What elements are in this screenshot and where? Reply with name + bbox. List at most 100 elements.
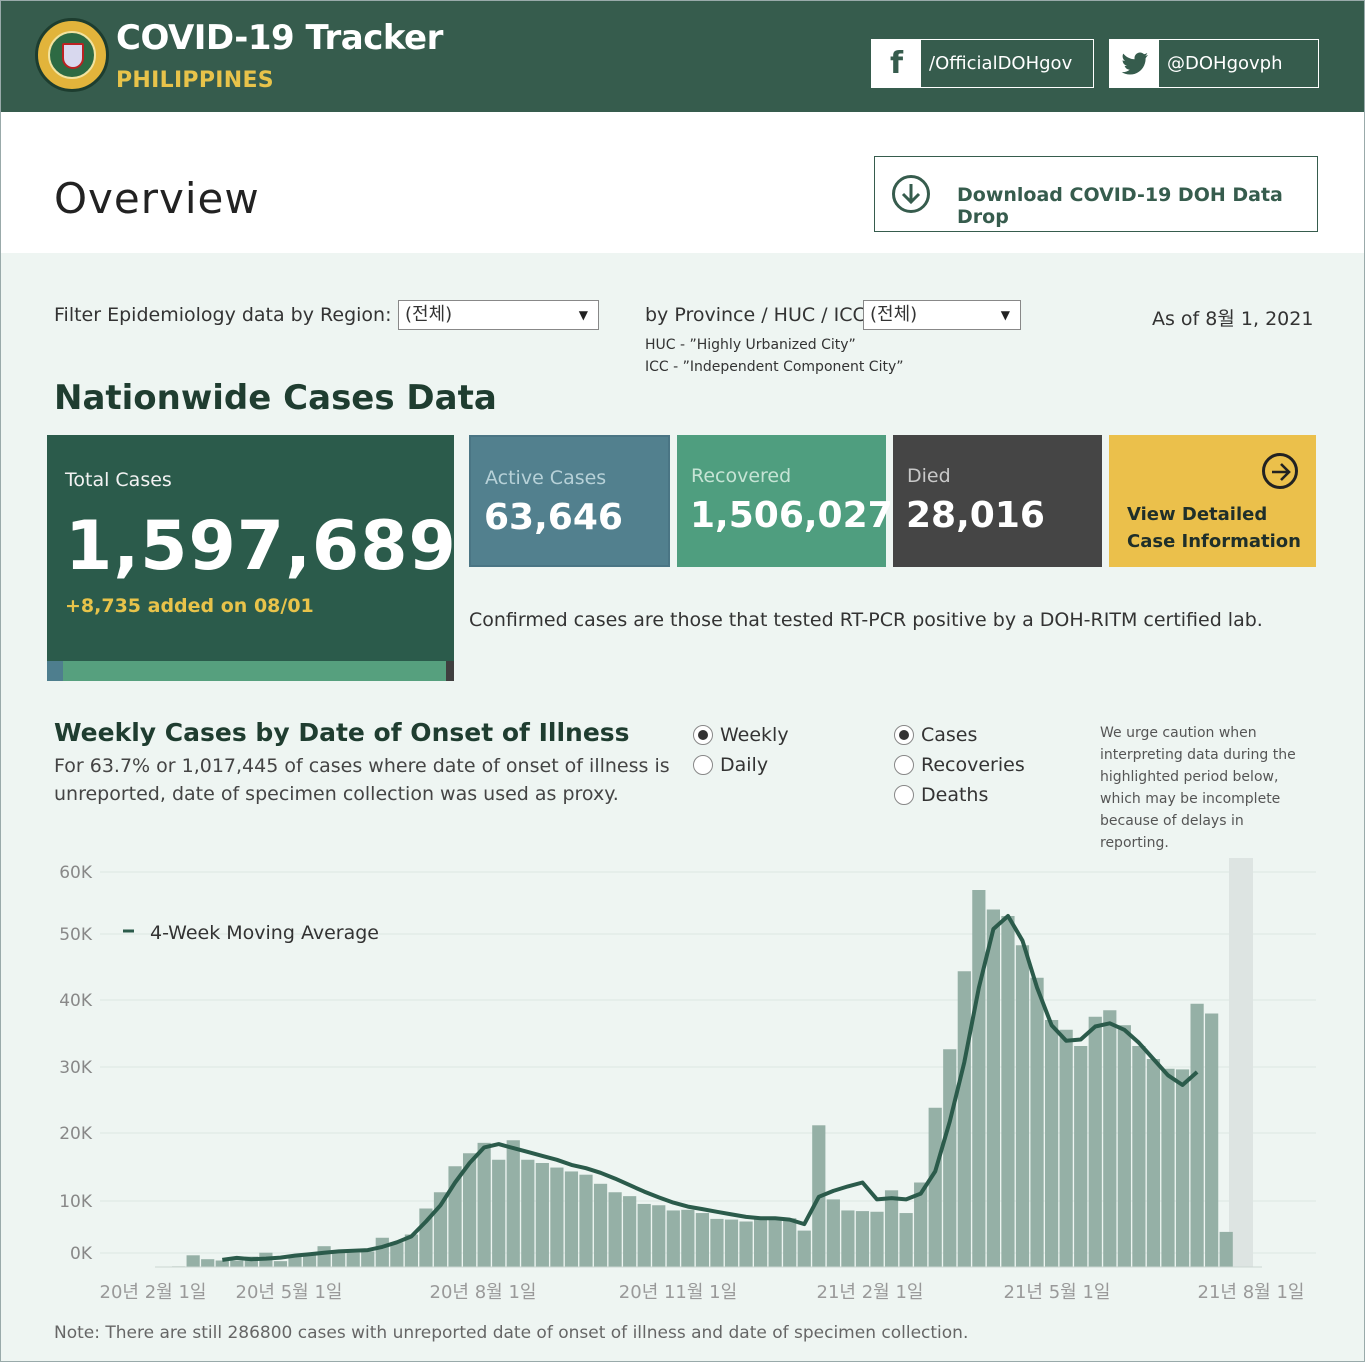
page-title: Overview xyxy=(54,174,260,223)
weekly-chart-title: Weekly Cases by Date of Onset of Illness xyxy=(54,718,630,747)
bar xyxy=(535,1163,549,1267)
recovered-value: 1,506,027 xyxy=(690,495,893,536)
bar xyxy=(1190,1003,1204,1267)
region-select[interactable]: (전체) ▼ xyxy=(398,300,599,330)
x-tick-label: 20년 11월 1일 xyxy=(619,1282,737,1303)
radio-dot xyxy=(894,725,914,745)
caution-note: We urge caution when interpreting data d… xyxy=(1100,725,1296,851)
bar xyxy=(230,1260,244,1267)
chevron-down-icon: ▼ xyxy=(1000,308,1010,322)
bar xyxy=(928,1107,942,1267)
bar xyxy=(899,1213,913,1267)
bar xyxy=(957,971,971,1267)
facebook-link[interactable]: f /OfficialDOHgov xyxy=(871,39,1094,88)
bar xyxy=(637,1203,651,1267)
bar xyxy=(666,1210,680,1267)
province-filter-label: by Province / HUC / ICC: xyxy=(645,304,873,326)
radio-label: Cases xyxy=(921,724,978,746)
confirmed-note: Confirmed cases are those that tested RT… xyxy=(469,609,1263,631)
bar xyxy=(754,1218,768,1267)
moving-average-line xyxy=(222,914,1199,1262)
y-tick-label: 20K xyxy=(59,1124,93,1144)
died-share-stripe xyxy=(446,661,454,681)
bar xyxy=(986,909,1000,1267)
icc-note: ICC - ”Independent Component City” xyxy=(645,359,904,375)
x-tick-label: 20년 5월 1일 xyxy=(236,1282,343,1303)
weekly-cases-chart: 60K 50K 40K 30K 20K 10K 0K 20년 2월 1일 20년 5월 1일 20… xyxy=(59,858,1316,1303)
bar xyxy=(768,1219,782,1267)
region-filter-label: Filter Epidemiology data by Region: xyxy=(54,304,392,326)
bar xyxy=(1030,977,1044,1267)
bar xyxy=(506,1140,520,1267)
bar xyxy=(404,1234,418,1267)
bar xyxy=(797,1230,811,1267)
bar xyxy=(1146,1059,1161,1267)
radio-deaths[interactable]: Deaths xyxy=(894,784,988,806)
region-select-value: (전체) xyxy=(405,304,453,325)
incomplete-period-highlight xyxy=(1229,858,1253,1267)
died-card: Died 28,016 xyxy=(893,435,1102,567)
y-tick-label: 10K xyxy=(59,1192,93,1212)
unreported-cases-note: Note: There are still 286800 cases with … xyxy=(54,1323,969,1343)
died-label: Died xyxy=(907,465,951,487)
bar xyxy=(972,890,986,1267)
province-select[interactable]: (전체) ▼ xyxy=(863,300,1021,330)
bar xyxy=(1074,1046,1088,1267)
bar xyxy=(1088,1016,1102,1267)
bar xyxy=(1219,1231,1233,1267)
province-select-value: (전체) xyxy=(870,304,918,325)
bar xyxy=(302,1254,317,1267)
app-title: COVID-19 Tracker xyxy=(116,18,443,58)
app-subtitle: PHILIPPINES xyxy=(116,68,274,93)
overview-band: Overview Download COVID-19 DOH Data Drop xyxy=(0,112,1365,253)
radio-daily[interactable]: Daily xyxy=(693,754,768,776)
bar xyxy=(1045,1020,1059,1267)
bar xyxy=(870,1211,884,1267)
bar xyxy=(550,1167,564,1267)
radio-cases[interactable]: Cases xyxy=(894,724,977,746)
radio-dot xyxy=(693,755,713,775)
bar xyxy=(710,1218,724,1267)
active-cases-card: Active Cases 63,646 xyxy=(469,435,670,567)
bar xyxy=(346,1252,360,1267)
doh-seal-logo xyxy=(35,18,109,92)
bar xyxy=(201,1259,215,1267)
bar xyxy=(390,1242,404,1267)
bar xyxy=(273,1261,288,1267)
active-share-stripe xyxy=(47,661,63,681)
bar xyxy=(215,1260,229,1267)
bar xyxy=(884,1190,899,1267)
y-tick-label: 40K xyxy=(59,991,93,1011)
total-cases-label: Total Cases xyxy=(65,469,172,491)
legend-label: 4-Week Moving Average xyxy=(150,922,379,944)
y-tick-label: 50K xyxy=(59,925,93,945)
bar xyxy=(463,1153,477,1267)
bar xyxy=(317,1246,331,1267)
radio-dot xyxy=(894,755,914,775)
twitter-icon xyxy=(1110,40,1159,87)
bar xyxy=(608,1192,622,1267)
view-detailed-case-info-button[interactable]: View Detailed Case Information xyxy=(1109,435,1316,567)
radio-dot xyxy=(693,725,713,745)
download-data-drop-button[interactable]: Download COVID-19 DOH Data Drop xyxy=(874,156,1318,232)
radio-recoveries[interactable]: Recoveries xyxy=(894,754,1025,776)
radio-label: Weekly xyxy=(720,724,789,746)
nationwide-title: Nationwide Cases Data xyxy=(54,378,497,418)
huc-note: HUC - ”Highly Urbanized City” xyxy=(645,337,856,353)
bar xyxy=(1117,1025,1131,1267)
bar xyxy=(1059,1029,1073,1267)
arrow-right-icon xyxy=(1262,453,1298,489)
bar xyxy=(914,1182,928,1267)
bar xyxy=(855,1211,870,1267)
bar xyxy=(739,1221,753,1267)
bar xyxy=(783,1218,797,1267)
twitter-link[interactable]: @DOHgovph xyxy=(1109,39,1319,88)
radio-weekly[interactable]: Weekly xyxy=(693,724,789,746)
y-tick-label: 30K xyxy=(59,1058,93,1078)
total-cases-value: 1,597,689 xyxy=(65,507,457,586)
radio-label: Daily xyxy=(720,754,769,776)
bar xyxy=(841,1210,855,1267)
bar xyxy=(1132,1046,1146,1267)
bar xyxy=(244,1256,258,1267)
x-tick-label: 20년 8월 1일 xyxy=(430,1282,537,1303)
